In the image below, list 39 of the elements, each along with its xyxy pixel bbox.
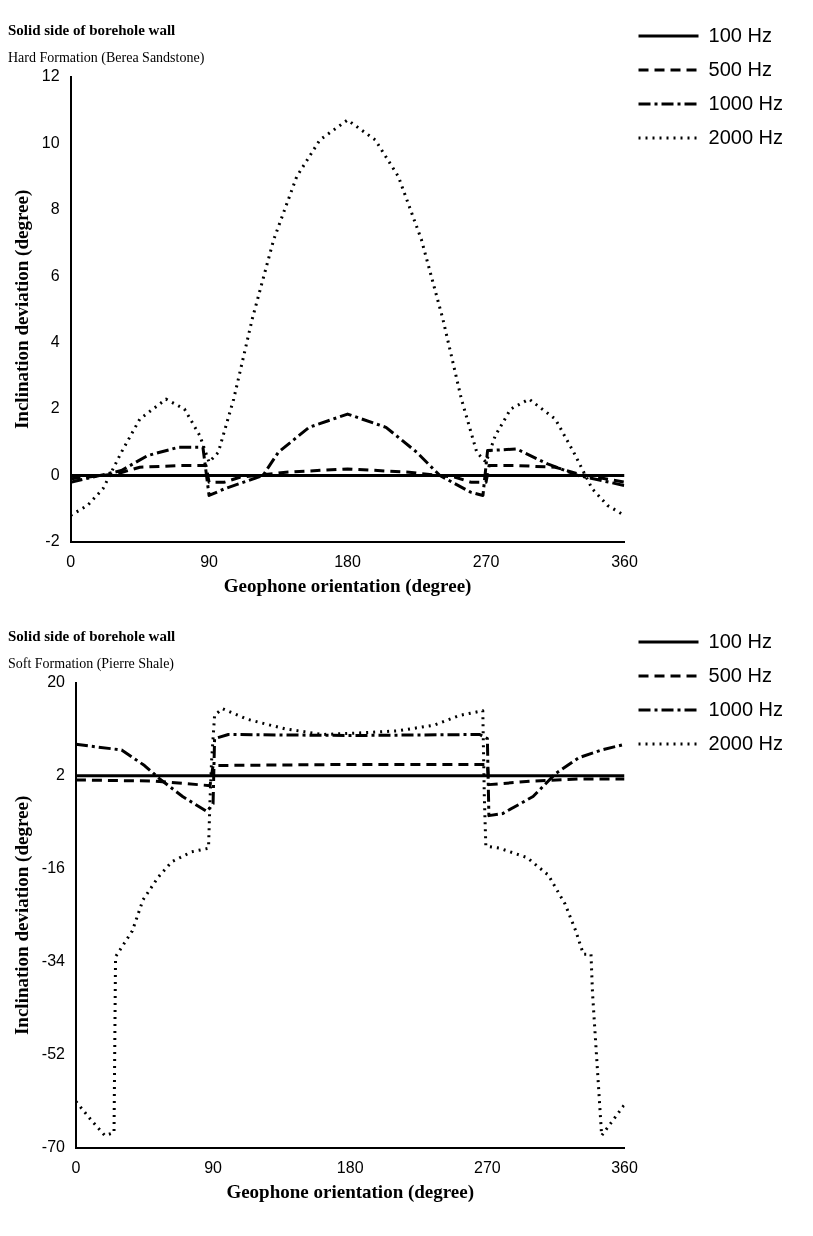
y-tick-label: -2 [45, 532, 60, 550]
y-tick-label: 4 [50, 333, 60, 351]
y-tick-label: 2 [56, 766, 66, 784]
legend-label: 100 Hz [708, 23, 772, 46]
x-tick-label: 90 [204, 1159, 223, 1177]
x-tick-label: 360 [611, 1159, 638, 1177]
y-axis-title: Inclination deviation (degree) [11, 189, 34, 430]
chart-subtitle: Soft Formation (Pierre Shale) [8, 656, 175, 673]
y-tick-label: -34 [41, 952, 66, 970]
y-tick-label: -16 [41, 859, 66, 877]
y-tick-label: 0 [50, 465, 60, 483]
x-tick-label: 0 [71, 1159, 81, 1177]
x-tick-label: 360 [611, 553, 638, 571]
y-tick-label: 20 [47, 673, 66, 691]
y-tick-label: 10 [41, 133, 60, 151]
legend-label: 100 Hz [708, 629, 772, 652]
legend-label: 2000 Hz [708, 125, 784, 148]
x-tick-label: 180 [334, 553, 361, 571]
x-tick-label: 180 [336, 1159, 364, 1177]
chart-subtitle: Hard Formation (Berea Sandstone) [8, 50, 205, 67]
x-axis-title: Geophone orientation (degree) [223, 574, 472, 597]
x-tick-label: 90 [200, 553, 219, 571]
y-tick-label: 12 [41, 67, 60, 85]
y-tick-label: 6 [50, 266, 60, 284]
legend-label: 1000 Hz [708, 697, 784, 720]
legend-label: 2000 Hz [708, 731, 784, 754]
y-axis-title: Inclination deviation (degree) [11, 795, 34, 1036]
x-tick-label: 270 [472, 553, 500, 571]
y-tick-label: -52 [41, 1045, 66, 1063]
chart-title: Solid side of borehole wall [8, 21, 176, 38]
legend-label: 500 Hz [708, 663, 772, 686]
x-tick-label: 270 [474, 1159, 501, 1177]
legend-label: 500 Hz [708, 57, 772, 80]
chart-title: Solid side of borehole wall [8, 627, 176, 644]
y-tick-label: 2 [50, 399, 60, 417]
y-tick-label: 8 [50, 200, 60, 218]
x-axis-title: Geophone orientation (degree) [226, 1180, 475, 1203]
y-tick-label: -70 [41, 1138, 66, 1156]
legend-label: 1000 Hz [708, 91, 784, 114]
